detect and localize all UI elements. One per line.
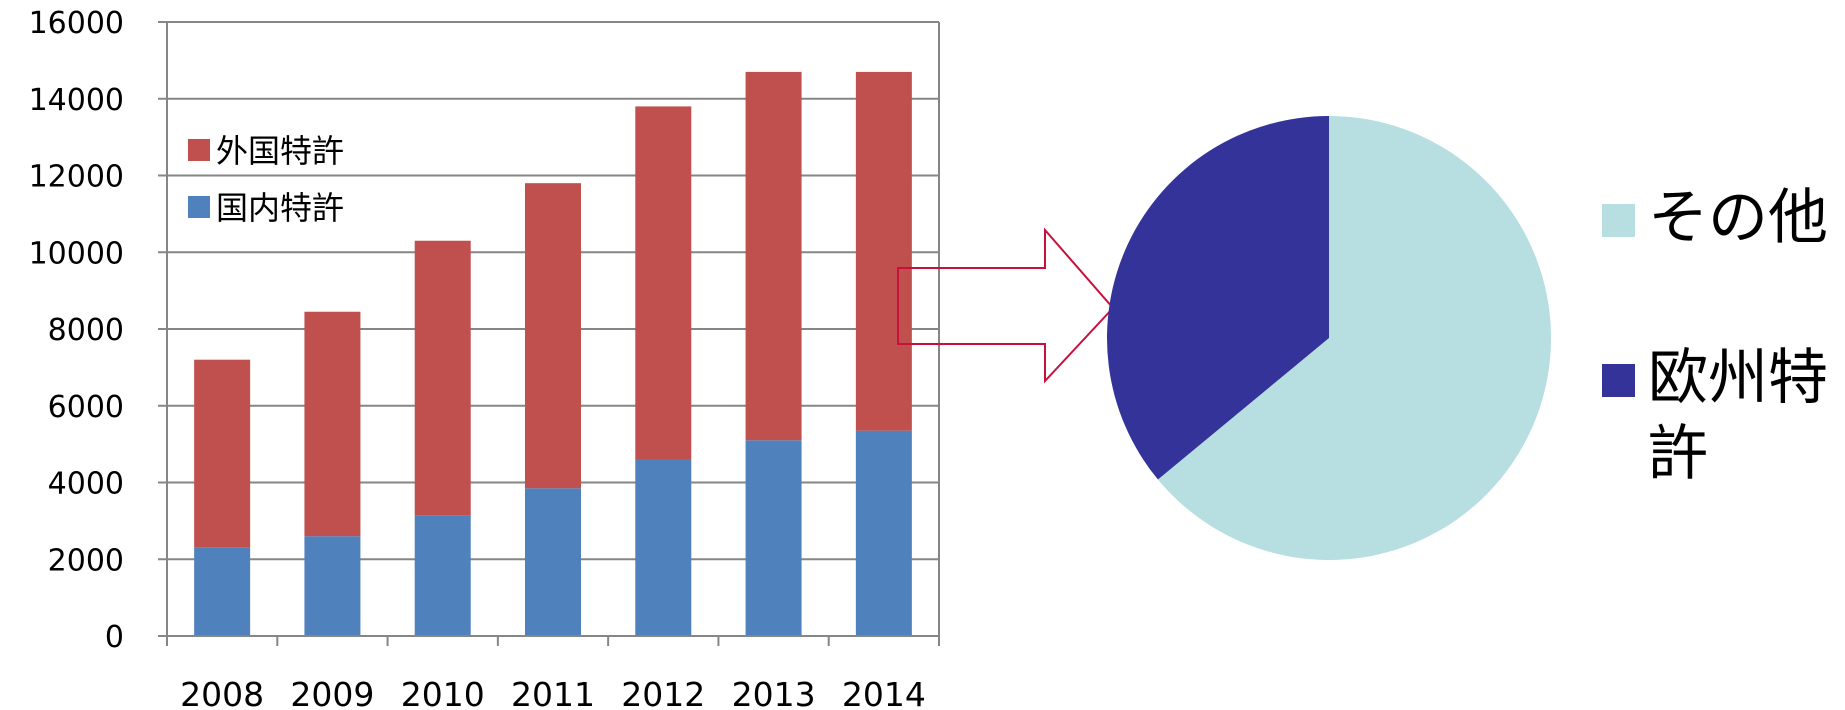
x-tick-label: 2011	[511, 675, 595, 710]
x-tick-label: 2013	[732, 675, 816, 710]
y-tick-label: 12000	[29, 160, 124, 195]
legend-label: 国内特許	[216, 189, 344, 227]
y-tick-label: 4000	[48, 467, 124, 502]
x-tick-label: 2012	[621, 675, 705, 710]
y-tick-label: 16000	[29, 6, 124, 41]
bar-segment	[525, 488, 581, 636]
x-tick-label: 2014	[842, 675, 926, 710]
bar-segment	[194, 547, 251, 636]
legend-swatch	[188, 139, 210, 161]
y-tick-labels: 0 2000 4000 6000 8000 10000 12000 14000 16000	[29, 6, 167, 655]
legend-label-line: 許	[1648, 419, 1708, 489]
legend-label-line: 欧州特	[1648, 343, 1828, 413]
legend-label: 外国特許	[216, 132, 344, 170]
arrow-shape	[897, 227, 1115, 384]
bar-segment	[635, 106, 692, 460]
legend-label: 欧州特許	[1648, 343, 1828, 489]
bar-segment	[745, 440, 802, 636]
y-tick-label: 6000	[48, 390, 124, 425]
bars	[194, 71, 912, 636]
bar-segment	[304, 311, 361, 537]
pie-slice	[1107, 115, 1329, 480]
arrow	[897, 227, 1115, 384]
y-tick-label: 14000	[29, 83, 124, 118]
pie-slices	[1107, 115, 1551, 560]
bar-segment	[414, 515, 471, 636]
bar-segment	[745, 71, 802, 441]
stacked-bar-chart: 0 2000 4000 6000 8000 10000 12000 14000 16000 20…	[29, 6, 940, 710]
legend-swatch	[1602, 204, 1635, 237]
pie-slice	[1157, 116, 1551, 560]
legend-swatch	[1602, 364, 1635, 397]
legend-label: その他	[1648, 183, 1828, 253]
x-tick-label: 2009	[290, 675, 374, 710]
x-tick-label: 2010	[401, 675, 485, 710]
x-tick-label: 2008	[180, 675, 264, 710]
y-tick-label: 8000	[48, 313, 124, 348]
bar-segment	[414, 240, 471, 516]
bar-segment	[304, 536, 361, 636]
bar-segment	[525, 183, 581, 489]
bar-segment	[855, 430, 912, 636]
x-tick-labels: 2008 2009 2010 2011 2012 2013 2014	[166, 636, 940, 710]
y-tick-label: 10000	[29, 236, 124, 271]
legend-swatch	[188, 196, 210, 218]
bar-segment	[194, 359, 251, 548]
bar-segment	[855, 71, 912, 431]
bar-segment	[635, 459, 692, 636]
y-tick-label: 0	[105, 620, 124, 655]
axes	[166, 22, 940, 637]
y-tick-label: 2000	[48, 543, 124, 578]
